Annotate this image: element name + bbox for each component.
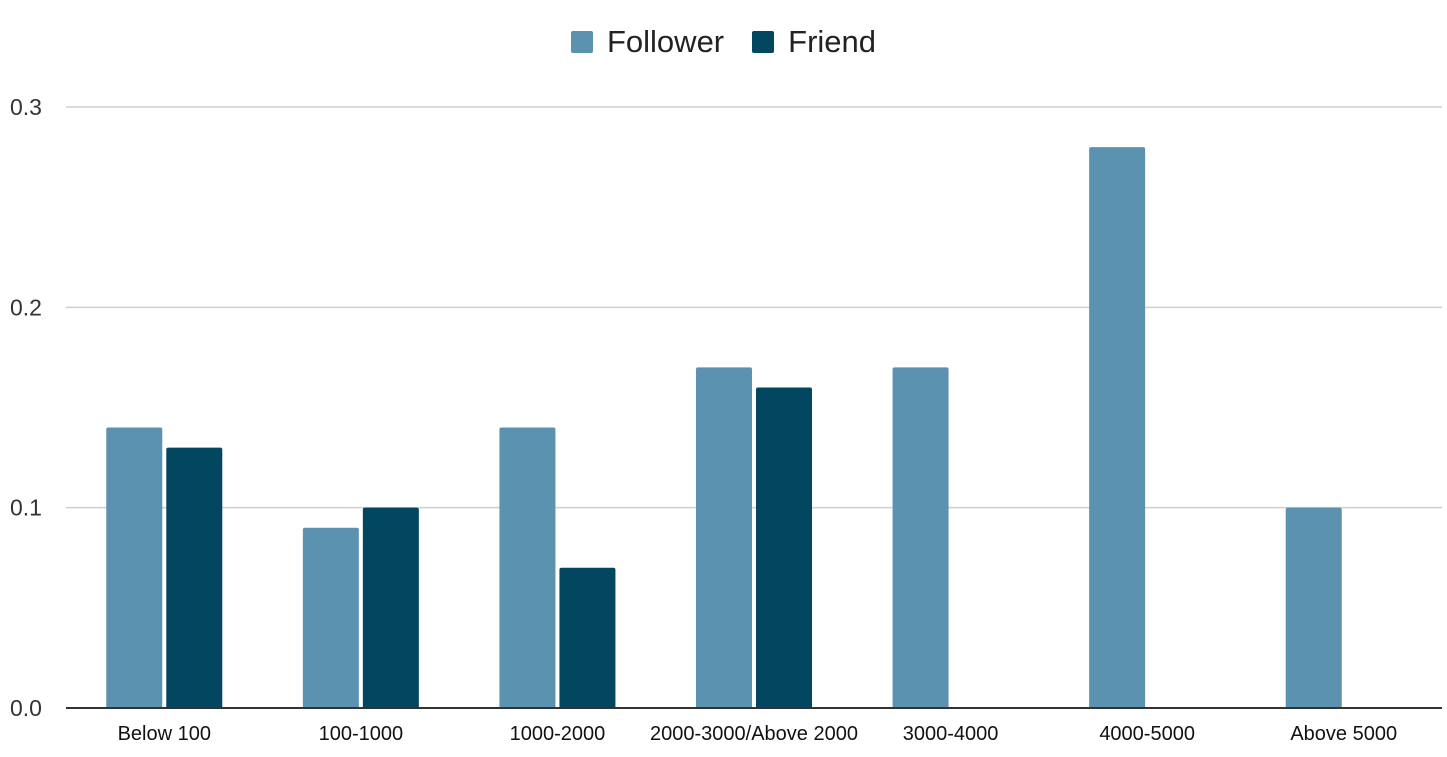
grid-layer <box>66 106 1442 509</box>
bar-follower-0 <box>106 427 163 708</box>
y-tick-label: 0.1 <box>10 495 42 521</box>
legend-item-follower: Follower <box>570 24 725 60</box>
x-labels-layer: Below 100 100-1000 1000-2000 2000-3000/Abov… <box>118 723 1398 745</box>
bar-follower-5 <box>1089 147 1146 709</box>
x-tick-label: 2000-3000/Above 2000 <box>650 723 858 745</box>
x-tick-label: Below 100 <box>118 723 211 745</box>
x-tick-label: 100-1000 <box>319 723 404 745</box>
bars-layer <box>106 147 1342 709</box>
legend-item-friend: Friend <box>752 24 876 60</box>
bar-friend-2 <box>559 567 616 708</box>
legend-swatch-friend <box>752 31 775 53</box>
x-tick-label: 1000-2000 <box>510 723 606 745</box>
y-tick-label: 0.0 <box>10 695 42 721</box>
x-tick-label: Above 5000 <box>1290 723 1397 745</box>
bar-friend-1 <box>362 507 419 708</box>
legend-swatch-follower <box>570 31 593 53</box>
y-tick-label: 0.2 <box>10 294 42 320</box>
legend: Follower Friend <box>0 24 1447 60</box>
bar-follower-6 <box>1285 507 1342 708</box>
bar-friend-3 <box>756 387 812 708</box>
bar-follower-1 <box>302 527 359 708</box>
x-tick-label: 3000-4000 <box>903 723 999 745</box>
legend-label-friend: Friend <box>788 24 877 59</box>
bar-friend-0 <box>166 447 223 708</box>
bar-follower-2 <box>499 427 556 708</box>
x-tick-label: 4000-5000 <box>1099 723 1195 745</box>
bar-follower-3 <box>696 367 752 708</box>
y-tick-label: 0.3 <box>10 94 42 120</box>
ticks-layer: 0.0 0.1 0.2 0.3 <box>10 94 42 721</box>
legend-label-follower: Follower <box>606 24 725 59</box>
bar-follower-4 <box>892 367 949 708</box>
